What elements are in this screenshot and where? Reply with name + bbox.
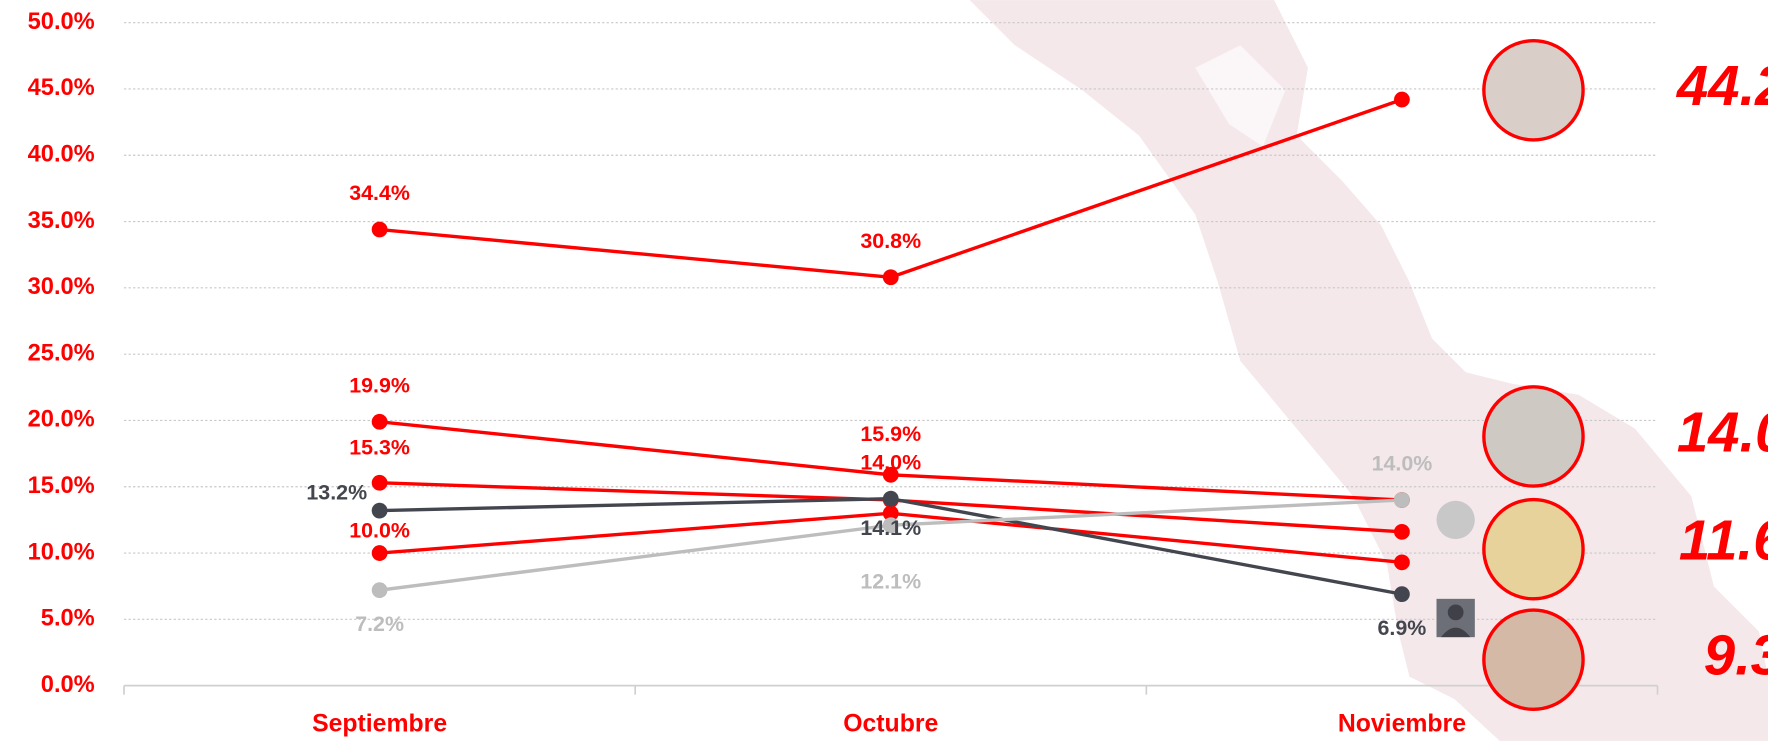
data-label: 14.0% [1372, 452, 1433, 476]
data-point [882, 505, 899, 522]
candidate-photo [1482, 608, 1585, 712]
data-point [371, 474, 388, 491]
data-point [371, 545, 388, 561]
data-point [1394, 492, 1410, 508]
unknown-icon [1436, 500, 1475, 540]
data-label: 7.2% [355, 612, 404, 636]
data-point [882, 466, 899, 483]
data-point [882, 490, 899, 507]
data-label: 15.3% [349, 436, 410, 460]
map-gap [1195, 45, 1286, 147]
callout-label: 14.0% [1677, 400, 1768, 463]
y-tick-label: 20.0% [28, 407, 95, 433]
y-tick-label: 40.0% [28, 142, 95, 168]
callout-label: 44.2% [1676, 54, 1768, 117]
y-tick-label: 50.0% [28, 9, 95, 35]
silhouette-head [1447, 604, 1464, 621]
y-tick-label: 15.0% [28, 473, 95, 499]
data-label: 12.1% [860, 569, 921, 593]
photos [1436, 38, 1585, 712]
data-label: 34.4% [349, 181, 410, 205]
candidate-photo [1482, 497, 1585, 601]
data-point [1394, 554, 1410, 571]
data-point [1394, 523, 1410, 540]
plot: 0.0% 5.0% 10.0% 15.0% 20.0% 25.0% 30.0% 35.0% 40… [28, 9, 1768, 738]
y-tick-label: 35.0% [28, 208, 95, 234]
data-label: 14.0% [860, 451, 921, 475]
data-point [882, 269, 899, 286]
silhouette-body [1441, 627, 1471, 638]
data-point [371, 502, 388, 519]
callout-label: 9.3% [1704, 624, 1768, 687]
data-point [1394, 91, 1410, 108]
data-point [371, 413, 388, 430]
x-tick-label: Septiembre [312, 711, 447, 738]
y-tick-label: 45.0% [28, 75, 95, 101]
y-tick-label: 25.0% [28, 340, 95, 366]
data-label: 15.9% [860, 422, 921, 446]
y-tick-label: 10.0% [28, 539, 95, 565]
x-tick-label: Octubre [843, 711, 938, 738]
data-point [371, 221, 388, 238]
data-point [882, 517, 899, 534]
callout-label: 11.6% [1679, 509, 1768, 572]
data-label: 19.9% [349, 373, 410, 397]
data-label: 10.0% [349, 518, 410, 542]
y-tick-label: 5.0% [41, 606, 95, 632]
data-label: 30.8% [860, 229, 921, 253]
candidate-photo [1482, 385, 1585, 488]
data-point [1394, 586, 1410, 603]
data-point [371, 582, 388, 599]
data-label: 13.2% [306, 480, 367, 504]
data-label: 14.1% [860, 516, 921, 540]
data-label: 6.9% [1378, 616, 1427, 640]
y-tick-label: 30.0% [28, 274, 95, 300]
candidate-photo [1482, 38, 1585, 142]
y-tick-label: 0.0% [41, 672, 95, 698]
x-tick-label: Noviembre [1338, 711, 1466, 738]
